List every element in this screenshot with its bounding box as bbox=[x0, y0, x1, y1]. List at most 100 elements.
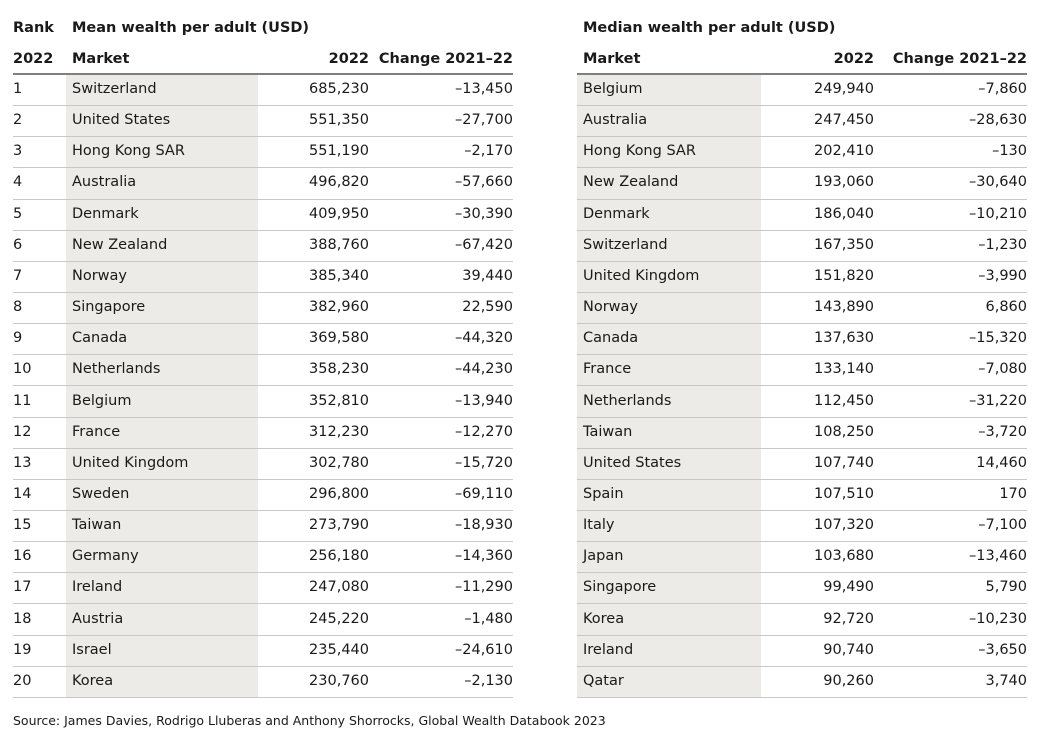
change-cell: 6,860 bbox=[985, 299, 1027, 316]
value-2022-cell: 312,230 bbox=[309, 423, 369, 440]
table-row: 20 Korea 230,760 –2,130 bbox=[13, 667, 513, 698]
rank-cell: 18 bbox=[13, 610, 32, 627]
market-column-shade bbox=[66, 75, 258, 698]
change-cell: –15,320 bbox=[969, 330, 1027, 347]
rank-cell: 11 bbox=[13, 392, 32, 409]
rank-cell: 8 bbox=[13, 299, 23, 316]
value-2022-cell: 92,720 bbox=[823, 610, 874, 627]
market-cell: Canada bbox=[583, 330, 639, 347]
value-2022-cell: 167,350 bbox=[814, 236, 874, 253]
value-2022-cell: 186,040 bbox=[814, 205, 874, 222]
table-row: Spain 107,510 170 bbox=[577, 480, 1027, 512]
year-header: 2022 bbox=[833, 51, 874, 67]
value-2022-cell: 358,230 bbox=[309, 361, 369, 378]
change-cell: –11,290 bbox=[455, 579, 513, 596]
market-cell: New Zealand bbox=[583, 174, 679, 191]
value-2022-cell: 107,320 bbox=[814, 517, 874, 534]
change-cell: –31,220 bbox=[969, 392, 1027, 409]
change-cell: –67,420 bbox=[455, 236, 513, 253]
change-cell: –27,700 bbox=[455, 112, 513, 129]
value-2022-cell: 112,450 bbox=[814, 392, 874, 409]
table-row: 7 Norway 385,340 39,440 bbox=[13, 262, 513, 293]
change-cell: 22,590 bbox=[462, 299, 513, 316]
table-row: Netherlands 112,450 –31,220 bbox=[577, 387, 1027, 418]
value-2022-cell: 107,740 bbox=[814, 454, 874, 471]
rank-cell: 9 bbox=[13, 330, 23, 347]
table-row: Norway 143,890 6,860 bbox=[577, 293, 1027, 325]
table-row: 12 France 312,230 –12,270 bbox=[13, 418, 513, 449]
change-cell: –3,650 bbox=[978, 641, 1027, 658]
market-cell: Singapore bbox=[583, 579, 657, 596]
table-row: Belgium 249,940 –7,860 bbox=[577, 75, 1027, 107]
market-cell: Japan bbox=[583, 548, 624, 565]
table-row: Qatar 90,260 3,740 bbox=[577, 667, 1027, 698]
source-note: Source: James Davies, Rodrigo Lluberas a… bbox=[13, 713, 606, 728]
change-cell: –2,170 bbox=[464, 143, 513, 160]
value-2022-cell: 551,350 bbox=[309, 112, 369, 129]
table-row: United Kingdom 151,820 –3,990 bbox=[577, 262, 1027, 293]
change-cell: –69,110 bbox=[455, 485, 513, 502]
market-cell: United States bbox=[72, 112, 171, 129]
table-row: Singapore 99,490 5,790 bbox=[577, 573, 1027, 605]
change-cell: –7,080 bbox=[978, 361, 1027, 378]
table-row: 16 Germany 256,180 –14,360 bbox=[13, 542, 513, 574]
market-cell: New Zealand bbox=[72, 236, 168, 253]
market-cell: Australia bbox=[72, 174, 137, 191]
table-row: Denmark 186,040 –10,210 bbox=[577, 200, 1027, 231]
change-cell: –1,480 bbox=[464, 610, 513, 627]
market-cell: United Kingdom bbox=[72, 454, 189, 471]
rank-cell: 20 bbox=[13, 672, 32, 689]
table-row: 9 Canada 369,580 –44,320 bbox=[13, 324, 513, 356]
value-2022-cell: 409,950 bbox=[309, 205, 369, 222]
value-2022-cell: 247,450 bbox=[814, 112, 874, 129]
table-row: 13 United Kingdom 302,780 –15,720 bbox=[13, 449, 513, 480]
market-cell: United Kingdom bbox=[583, 267, 700, 284]
value-2022-cell: 107,510 bbox=[814, 485, 874, 502]
rank-cell: 6 bbox=[13, 236, 23, 253]
change-cell: –14,360 bbox=[455, 548, 513, 565]
change-cell: 39,440 bbox=[462, 267, 513, 284]
change-cell: 3,740 bbox=[985, 672, 1027, 689]
header-rule bbox=[13, 73, 513, 75]
table-row: Italy 107,320 –7,100 bbox=[577, 511, 1027, 543]
rank-cell: 19 bbox=[13, 641, 32, 658]
rank-cell: 17 bbox=[13, 579, 32, 596]
table-row: 3 Hong Kong SAR 551,190 –2,170 bbox=[13, 137, 513, 169]
change-cell: –28,630 bbox=[969, 112, 1027, 129]
change-cell: –24,610 bbox=[455, 641, 513, 658]
value-2022-cell: 247,080 bbox=[309, 579, 369, 596]
market-cell: Hong Kong SAR bbox=[72, 143, 185, 160]
market-cell: Korea bbox=[72, 672, 114, 689]
change-header: Change 2021–22 bbox=[378, 51, 513, 67]
market-cell: Sweden bbox=[72, 485, 130, 502]
market-cell: France bbox=[72, 423, 121, 440]
value-2022-cell: 230,760 bbox=[309, 672, 369, 689]
table-row: 5 Denmark 409,950 –30,390 bbox=[13, 200, 513, 231]
table-row: 6 New Zealand 388,760 –67,420 bbox=[13, 231, 513, 262]
change-cell: –57,660 bbox=[455, 174, 513, 191]
market-cell: Belgium bbox=[72, 392, 132, 409]
table-row: New Zealand 193,060 –30,640 bbox=[577, 168, 1027, 200]
value-2022-cell: 352,810 bbox=[309, 392, 369, 409]
value-2022-cell: 388,760 bbox=[309, 236, 369, 253]
market-cell: Taiwan bbox=[583, 423, 633, 440]
table-row: 18 Austria 245,220 –1,480 bbox=[13, 605, 513, 636]
rank-cell: 1 bbox=[13, 81, 23, 97]
table-row: 1 Switzerland 685,230 –13,450 bbox=[13, 75, 513, 107]
market-cell: Ireland bbox=[72, 579, 123, 596]
market-cell: Australia bbox=[583, 112, 648, 129]
change-cell: 170 bbox=[999, 485, 1027, 502]
change-cell: –3,990 bbox=[978, 267, 1027, 284]
market-cell: Ireland bbox=[583, 641, 634, 658]
change-cell: –12,270 bbox=[455, 423, 513, 440]
rank-cell: 16 bbox=[13, 548, 32, 565]
market-cell: Netherlands bbox=[583, 392, 672, 409]
value-2022-cell: 369,580 bbox=[309, 330, 369, 347]
change-cell: –7,860 bbox=[978, 81, 1027, 97]
change-header: Change 2021–22 bbox=[892, 51, 1027, 67]
value-2022-cell: 108,250 bbox=[814, 423, 874, 440]
table-row: 4 Australia 496,820 –57,660 bbox=[13, 168, 513, 200]
change-cell: –15,720 bbox=[455, 454, 513, 471]
rank-cell: 12 bbox=[13, 423, 32, 440]
table-row: 17 Ireland 247,080 –11,290 bbox=[13, 573, 513, 605]
